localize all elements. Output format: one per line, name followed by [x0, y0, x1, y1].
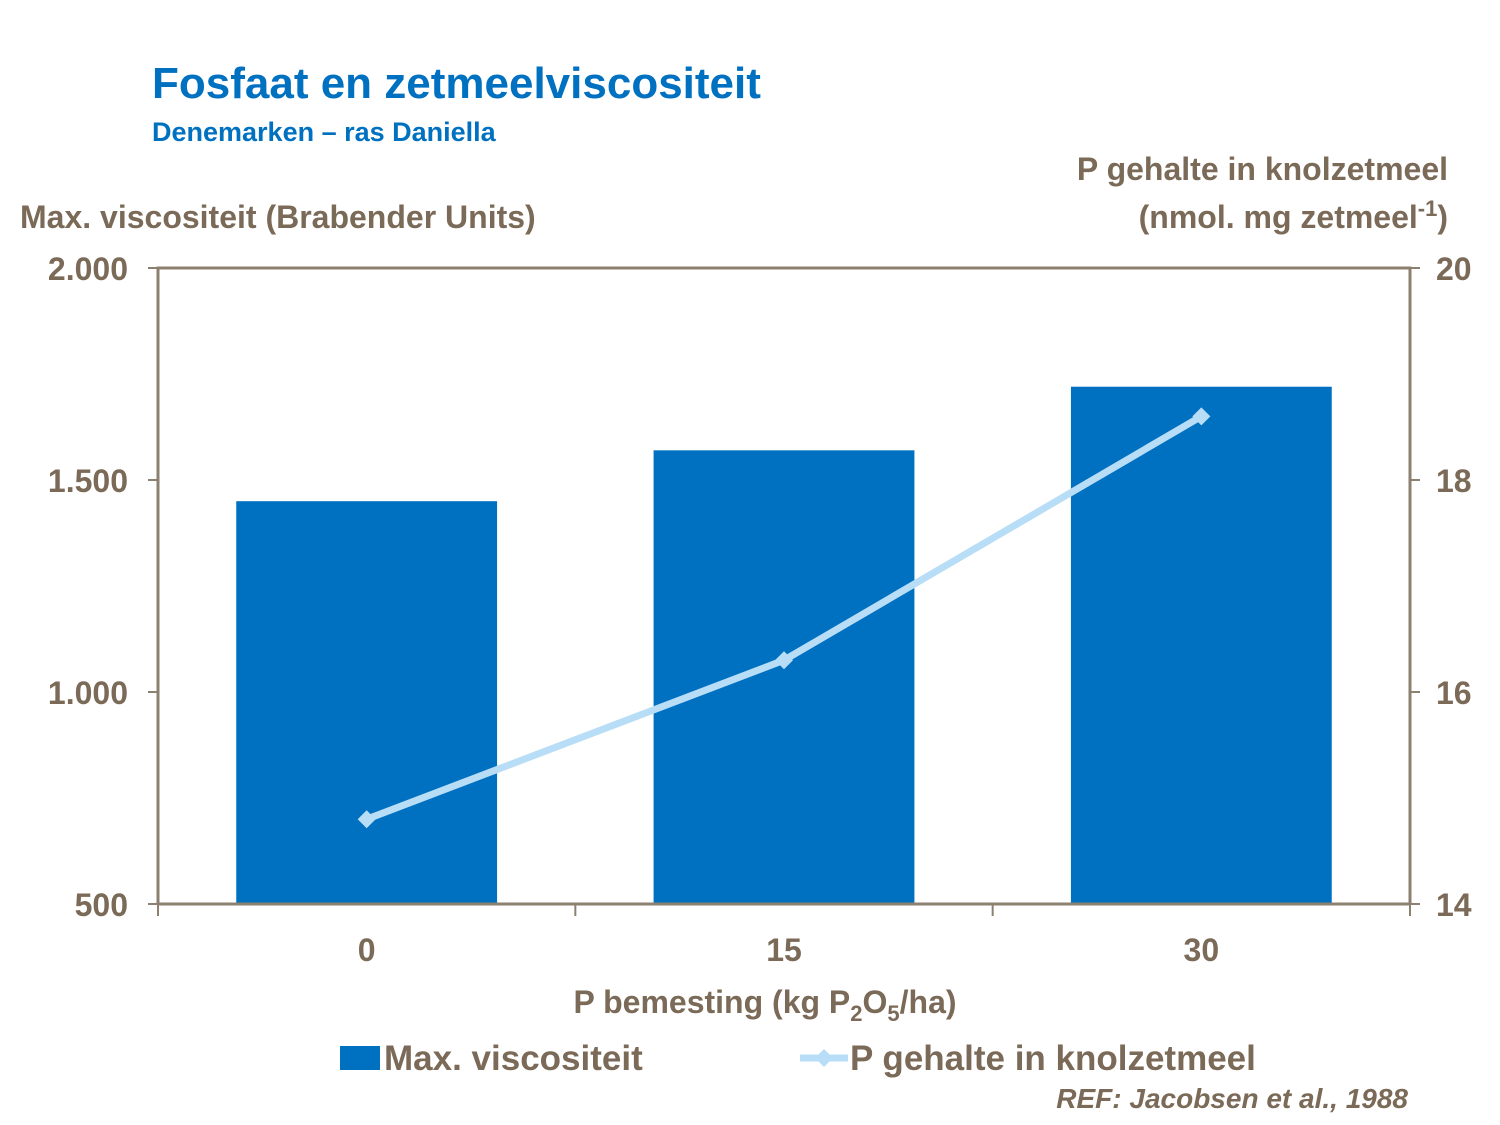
bar [236, 501, 498, 904]
chart-subtitle: Denemarken – ras Daniella [152, 117, 497, 147]
x-tick-label: 30 [1184, 932, 1220, 968]
line-marker [357, 810, 376, 829]
y2-tick-label: 16 [1436, 675, 1472, 711]
y2-tick-label: 18 [1436, 463, 1472, 499]
x-axis-label: P bemesting (kg P2O5/ha) [573, 984, 956, 1026]
label-superscript: -1 [1418, 196, 1438, 221]
y-tick-label: 1.500 [48, 463, 128, 499]
label-subscript: 2 [850, 1001, 862, 1026]
chart-title: Fosfaat en zetmeelviscositeit [152, 59, 761, 108]
label-part: (nmol. mg zetmeel [1139, 199, 1418, 235]
y-axis-label: Max. viscositeit (Brabender Units) [20, 199, 536, 235]
bar [1070, 386, 1332, 905]
y2-tick-label: 14 [1436, 887, 1472, 923]
y2-axis-label: (nmol. mg zetmeel-1) [1139, 196, 1448, 235]
legend-swatch [815, 1049, 833, 1067]
plot-frame [156, 266, 1412, 904]
y-tick-label: 500 [75, 887, 128, 923]
label-part: O [863, 984, 888, 1020]
x-tick-label: 0 [358, 932, 376, 968]
label-part: P bemesting (kg P [573, 984, 850, 1020]
label-part: /ha) [900, 984, 957, 1020]
y-tick-label: 1.000 [48, 675, 128, 711]
legend-label: Max. viscositeit [384, 1039, 643, 1078]
x-tick-label: 15 [766, 932, 802, 968]
label-part: ) [1437, 199, 1448, 235]
y-tick-label: 2.000 [48, 251, 128, 287]
label-subscript: 5 [887, 1001, 899, 1026]
bar [653, 450, 915, 904]
y2-tick-label: 20 [1436, 251, 1472, 287]
y2-axis-label: P gehalte in knolzetmeel [1077, 151, 1448, 187]
line-marker [1192, 407, 1211, 426]
line-marker [775, 651, 793, 670]
legend-label: P gehalte in knolzetmeel [850, 1039, 1256, 1078]
reference-note: REF: Jacobsen et al., 1988 [1056, 1083, 1408, 1114]
legend-swatch [340, 1046, 380, 1070]
